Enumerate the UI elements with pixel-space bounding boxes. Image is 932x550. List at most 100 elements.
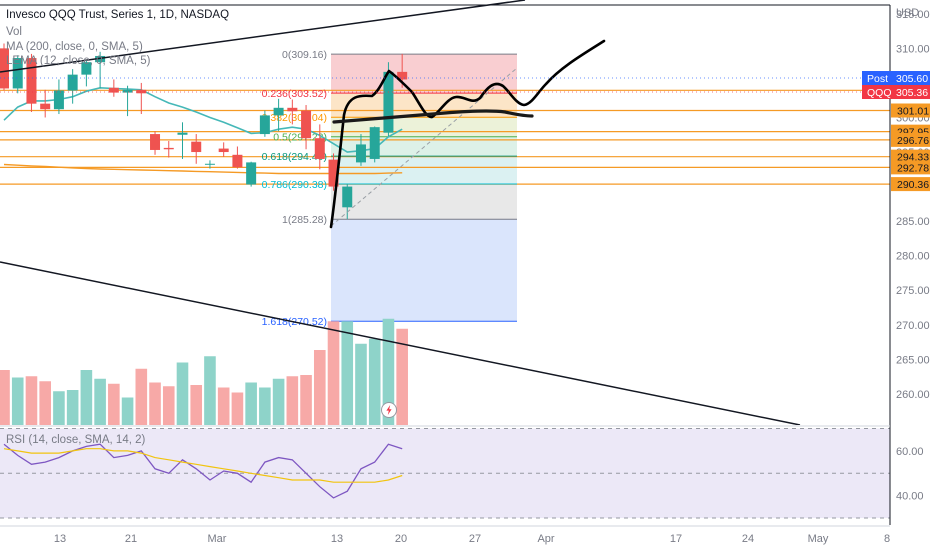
price-tick-label: 310.00 (896, 43, 930, 55)
candle-body (95, 55, 106, 63)
volume-bars (0, 318, 408, 425)
candle-body (342, 186, 353, 208)
candle-body (26, 58, 37, 104)
fib-label-0.618: 0.618(294.40) (262, 151, 327, 163)
time-tick-label: 8 (884, 533, 890, 545)
time-tick-label: Mar (208, 533, 227, 545)
candle-body (53, 90, 64, 110)
brush-projection-path[interactable] (329, 39, 606, 229)
fib-label-0: 0(309.16) (282, 49, 327, 61)
level-price-text: 301.01 (897, 106, 929, 118)
volume-bar (204, 356, 216, 425)
user-drawings[interactable] (0, 0, 801, 425)
ema12-line (3, 86, 403, 153)
candle-body (314, 138, 325, 159)
candle-body (122, 89, 133, 93)
volume-bar (0, 370, 10, 425)
fib-zone-0.786 (331, 183, 517, 220)
volume-bar (149, 382, 161, 425)
time-tick-label: 20 (395, 533, 407, 545)
level-price-tag (891, 149, 930, 164)
candle-body (383, 71, 394, 133)
level-price-text: 290.36 (897, 179, 929, 191)
level-price-text: 296.76 (897, 135, 929, 147)
candle-body (397, 71, 408, 80)
fib-zone-1 (331, 219, 517, 322)
volume-bar (135, 368, 148, 425)
price-tag-qqq (862, 85, 930, 99)
fibonacci-fills (331, 54, 517, 322)
price-tag-label: QQQ (867, 87, 892, 99)
price-tick-label: 285.00 (896, 216, 930, 228)
fib-zone-0 (331, 54, 517, 94)
volume-bar (121, 397, 134, 425)
ema-legend[interactable]: LEMA (12, close, 0, SMA, 5) (6, 55, 151, 67)
price-tag-value: 305.36 (896, 87, 928, 99)
trendline-upper[interactable] (0, 0, 526, 73)
candle-body (163, 147, 174, 150)
price-tick-label: 315.00 (896, 9, 930, 21)
time-tick-label: 27 (469, 533, 481, 545)
volume-bar (53, 391, 65, 425)
rsi-pane: 60.00 40.00 RSI (14, close, SMA, 14, 2) (0, 428, 924, 519)
candlesticks (0, 43, 408, 220)
fib-trend-line (330, 67, 518, 227)
rsi-tick-label: 40.00 (896, 491, 924, 503)
volume-bar (313, 350, 326, 425)
candle-body (259, 115, 270, 135)
candle-body (369, 127, 380, 159)
fib-label-0.786: 0.786(290.38) (262, 179, 327, 191)
candle-body (204, 163, 215, 165)
price-tick-label: 280.00 (896, 251, 930, 263)
candle-body (301, 110, 312, 139)
trendline-lower[interactable] (0, 261, 801, 425)
time-axis[interactable]: 13 21 Mar 13 20 27 Apr 17 24 May 8 (54, 533, 890, 545)
level-price-tag (891, 132, 930, 147)
level-price-tag (891, 177, 930, 192)
volume-bar (327, 321, 340, 425)
lightning-icon[interactable] (381, 402, 397, 418)
price-tag-post (862, 71, 930, 85)
time-tick-label: 24 (742, 533, 754, 545)
candle-body (12, 58, 23, 89)
level-price-text: 292.78 (897, 162, 929, 174)
price-tags: 303.93301.01297.95296.76294.33292.78290.… (0, 71, 930, 192)
price-tag-value: 305.60 (896, 73, 928, 85)
time-tick-label: 21 (125, 533, 137, 545)
price-axis[interactable]: 315.00310.00305.00300.00295.00290.00285.… (896, 9, 930, 401)
fib-label-1: 1(285.28) (282, 214, 327, 226)
candle-body (40, 103, 51, 110)
price-tick-label: 265.00 (896, 354, 930, 366)
symbol-title[interactable]: Invesco QQQ Trust, Series 1, 1D, NASDAQ (6, 9, 229, 21)
volume-legend[interactable]: Vol (6, 26, 22, 38)
volume-bar (231, 392, 244, 425)
volume-bar (11, 377, 24, 425)
volume-bar (80, 370, 93, 425)
candle-body (246, 162, 257, 185)
currency-label: USD (896, 7, 919, 19)
volume-bar (66, 390, 79, 425)
volume-bar (108, 383, 120, 425)
ma-legend[interactable]: MA (200, close, 0, SMA, 5) (6, 41, 143, 53)
candle-body (328, 159, 339, 187)
candle-body (177, 132, 188, 135)
brush-base-path[interactable] (332, 109, 534, 124)
candle-body (232, 154, 243, 168)
candle-body (67, 74, 78, 91)
candle-body (273, 107, 284, 116)
level-price-tag (891, 160, 930, 175)
price-tag-label: Post (867, 73, 888, 85)
volume-bar (259, 387, 271, 425)
candle-body (355, 144, 366, 163)
rsi-line (3, 443, 403, 499)
volume-bar (286, 376, 299, 425)
volume-bar (176, 362, 189, 425)
rsi-legend[interactable]: RSI (14, close, SMA, 14, 2) (6, 434, 146, 446)
rsi-band-background (0, 428, 890, 518)
time-tick-label: May (808, 533, 829, 545)
price-tick-label: 260.00 (896, 389, 930, 401)
volume-bar (355, 343, 367, 425)
volume-bar (396, 328, 408, 425)
volume-bar (341, 321, 354, 425)
